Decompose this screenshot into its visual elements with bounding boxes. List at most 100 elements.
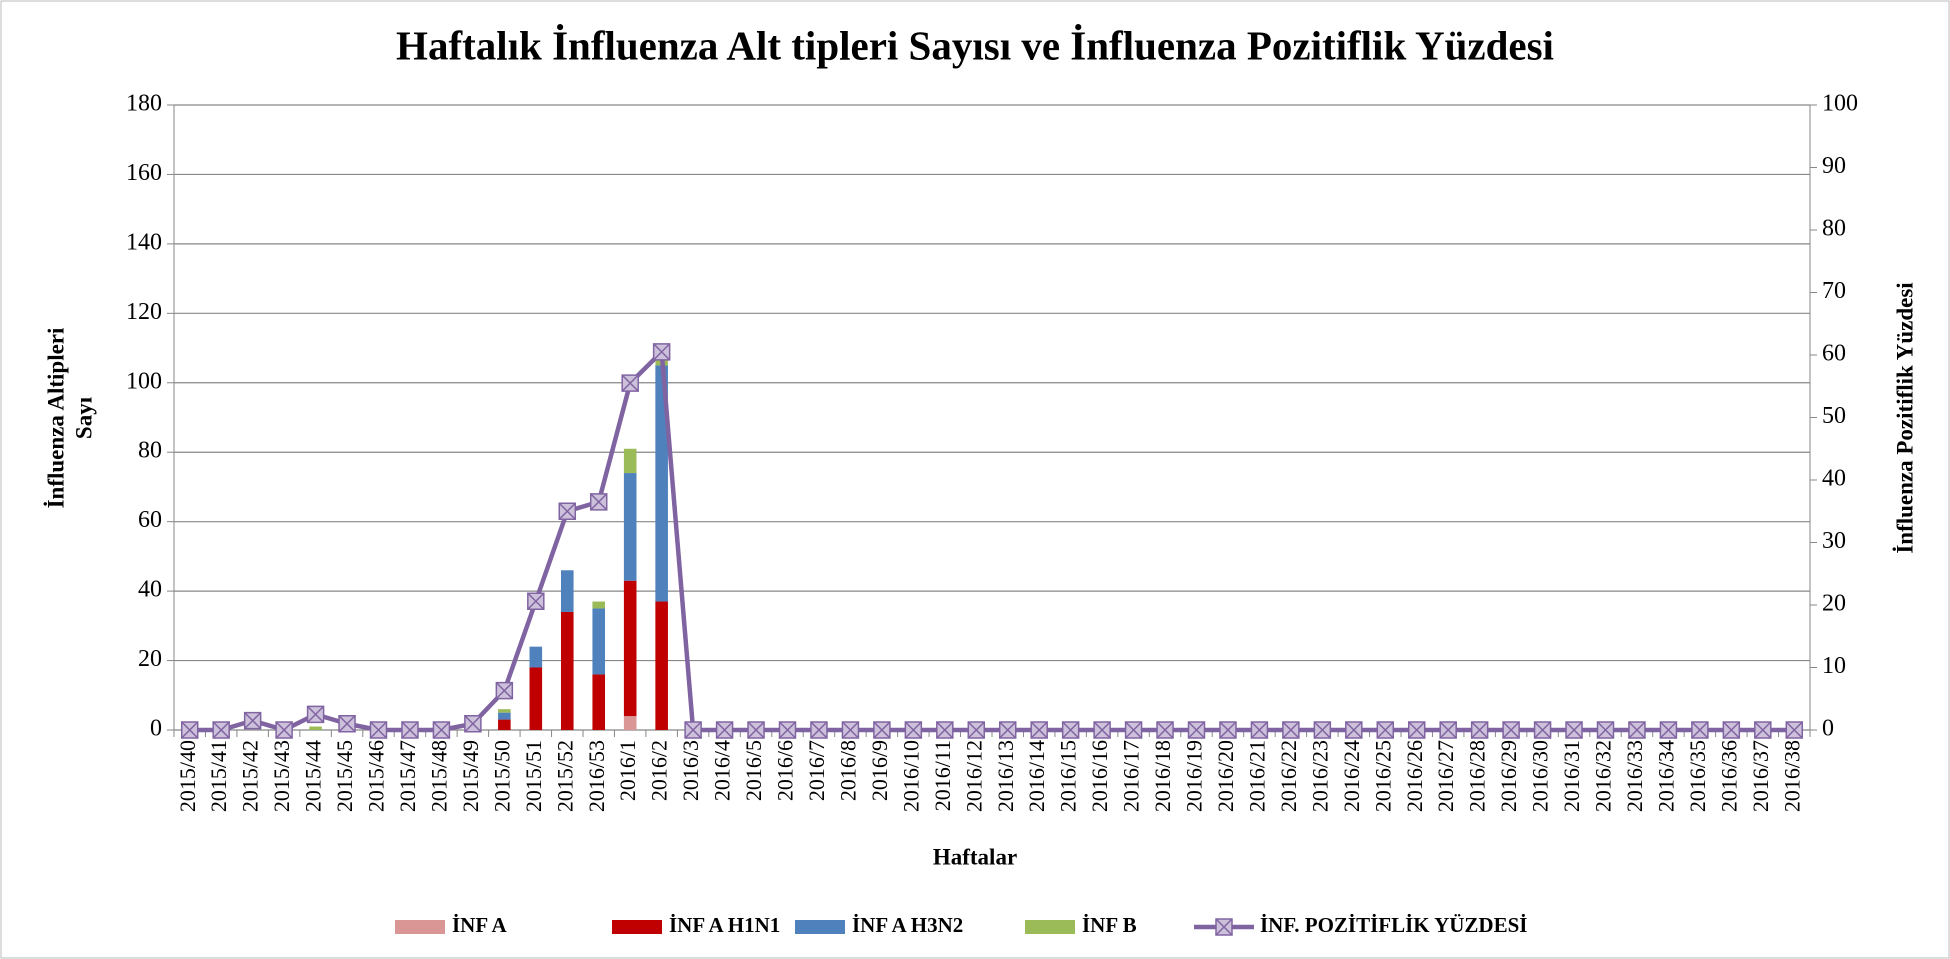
x-tick-label: 2016/13	[993, 740, 1018, 812]
point-cross	[653, 343, 671, 361]
x-tick-label: 2016/24	[1339, 740, 1364, 812]
x-tick-label: 2016/2	[647, 740, 672, 801]
y-tick-label: 140	[126, 229, 162, 255]
point-cross	[1250, 721, 1268, 739]
point-cross	[495, 682, 513, 700]
x-tick-label: 2016/28	[1465, 740, 1490, 812]
x-tick-label: 2015/51	[521, 740, 546, 812]
legend-label: İNF. POZİTİFLİK YÜZDESİ	[1260, 913, 1527, 937]
bar	[560, 611, 574, 730]
bar	[655, 365, 668, 602]
bar	[655, 601, 668, 730]
x-tick-label: 2016/5	[741, 740, 766, 801]
point-cross	[1345, 721, 1363, 739]
y2-tick-label: 90	[1822, 153, 1846, 179]
bar	[623, 716, 637, 730]
point-cross	[275, 721, 293, 739]
x-tick-label: 2016/29	[1496, 740, 1521, 812]
y-axis-label: İnfluenza Altipleri Sayı	[43, 327, 96, 508]
x-tick-label: 2016/35	[1685, 740, 1710, 812]
point-cross	[432, 721, 450, 739]
x-tick-label: 2016/11	[930, 740, 955, 811]
point-cross	[181, 721, 199, 739]
x-tick-label: 2015/41	[206, 740, 231, 812]
bar	[529, 646, 543, 668]
point-cross	[841, 721, 859, 739]
y-tick-label: 120	[126, 299, 162, 325]
point-cross	[999, 721, 1017, 739]
x-tick-label: 2016/26	[1402, 740, 1427, 812]
x-tick-label: 2016/20	[1213, 740, 1238, 812]
legend-item: İNF A H3N2	[795, 913, 963, 937]
bar	[498, 709, 511, 713]
legend-swatch	[612, 920, 662, 934]
point-cross	[590, 493, 608, 511]
point-cross	[1215, 918, 1233, 936]
legend-swatch	[1025, 920, 1075, 934]
x-tick-label: 2016/36	[1716, 740, 1741, 812]
point-cross	[212, 721, 230, 739]
x-tick-label: 2015/43	[269, 740, 294, 812]
x-tick-label: 2015/49	[458, 740, 483, 812]
bar	[592, 674, 606, 730]
point-cross	[1502, 721, 1520, 739]
x-tick-label: 2015/52	[552, 740, 577, 812]
legend-label: İNF B	[1082, 913, 1137, 937]
x-tick-label: 2016/33	[1622, 740, 1647, 812]
x-tick-label: 2016/23	[1307, 740, 1332, 812]
y-tick-label: 80	[138, 438, 162, 464]
bar	[498, 719, 511, 730]
x-tick-label: 2016/38	[1779, 740, 1804, 812]
y-tick-label: 40	[138, 577, 162, 603]
point-cross	[464, 715, 482, 733]
x-tick-label: 2015/42	[238, 740, 263, 812]
legend-item: İNF A	[395, 913, 507, 937]
x-tick-label: 2016/15	[1056, 740, 1081, 812]
point-cross	[747, 721, 765, 739]
legend-label: İNF A H3N2	[852, 913, 963, 937]
x-tick-label: 2016/27	[1433, 740, 1458, 812]
y-axis-label-line: Sayı	[71, 396, 96, 439]
x-tick-label: 2015/50	[489, 740, 514, 812]
x-tick-label: 2016/6	[773, 740, 798, 801]
bar	[592, 608, 606, 675]
y-axis-label-line: İnfluenza Altipleri	[43, 327, 68, 508]
x-tick-label: 2016/12	[961, 740, 986, 812]
point-cross	[810, 721, 828, 739]
point-cross	[1659, 721, 1677, 739]
x-axis-label: Haftalar	[933, 844, 1017, 869]
x-tick-label: 2016/53	[584, 740, 609, 812]
x-tick-label: 2016/14	[1024, 740, 1049, 812]
point-cross	[1282, 721, 1300, 739]
line	[189, 349, 1795, 733]
point-cross	[1691, 721, 1709, 739]
point-cross	[1030, 721, 1048, 739]
x-tick-label: 2016/34	[1653, 740, 1678, 812]
point-cross	[1754, 721, 1772, 739]
x-tick-label: 2016/3	[678, 740, 703, 801]
point-cross	[1376, 721, 1394, 739]
point-cross	[936, 721, 954, 739]
point-cross	[1062, 721, 1080, 739]
y-tick-label: 0	[150, 716, 162, 742]
x-tick-label: 2016/10	[898, 740, 923, 812]
y2-tick-label: 0	[1822, 716, 1834, 742]
chart-title: Haftalık İnfluenza Alt tipleri Sayısı ve…	[396, 22, 1554, 68]
y-tick-label: 100	[126, 368, 162, 394]
bar	[560, 570, 574, 612]
y-tick-label: 60	[138, 507, 162, 533]
x-tick-label: 2016/9	[867, 740, 892, 801]
point-cross	[369, 721, 388, 739]
point-cross	[558, 502, 576, 520]
legend-item: İNF B	[1025, 913, 1137, 937]
point-cross	[1722, 721, 1740, 739]
y2-tick-label: 100	[1822, 91, 1858, 117]
x-tick-label: 2016/21	[1244, 740, 1269, 812]
point-cross	[1596, 721, 1615, 739]
x-tick-label: 2015/46	[364, 740, 389, 812]
x-tick-label: 2016/37	[1748, 740, 1773, 812]
point-cross	[1565, 721, 1583, 739]
x-tick-label: 2016/18	[1150, 740, 1175, 812]
point-cross	[621, 374, 639, 392]
